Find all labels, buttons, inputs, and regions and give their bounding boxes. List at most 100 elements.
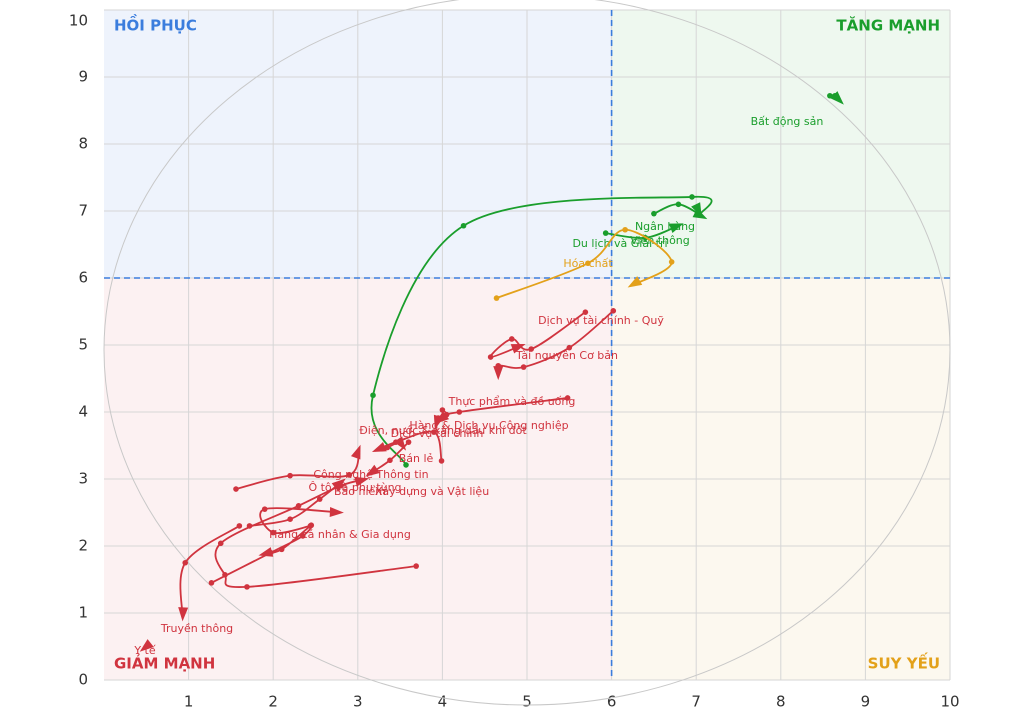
y-tick-label: 9 <box>78 68 88 86</box>
point <box>182 559 189 566</box>
x-tick-label: 5 <box>522 693 532 711</box>
point <box>431 429 437 435</box>
point <box>413 563 419 569</box>
y-tick-label: 8 <box>78 135 88 153</box>
point <box>236 523 243 529</box>
y-tick-label: 7 <box>78 202 88 220</box>
quadrant-label: HỒI PHỤC <box>114 13 197 35</box>
point <box>370 392 376 399</box>
x-tick-label: 2 <box>268 693 278 711</box>
x-tick-label: 1 <box>184 693 194 711</box>
point <box>405 439 412 445</box>
arrowhead <box>354 476 370 487</box>
point <box>668 259 675 265</box>
point <box>244 584 250 590</box>
arrowhead <box>830 91 844 105</box>
y-tick-label: 3 <box>78 470 88 488</box>
point <box>456 409 463 415</box>
quadrant-label: TĂNG MẠNH <box>836 16 940 35</box>
series-label: Dịch vụ tài chính - Quỹ <box>538 314 664 327</box>
series-label: Điện, nước & xăng dầu khí đốt <box>359 424 527 437</box>
point <box>508 336 515 342</box>
series-label: Hóa chất <box>563 257 613 270</box>
point <box>295 503 302 509</box>
point <box>827 92 833 99</box>
series-label: Du lịch và Giải trí <box>572 237 668 250</box>
point <box>675 201 682 208</box>
series-label: Dịch vụ tài chính <box>391 427 484 440</box>
point <box>689 194 695 200</box>
x-tick-label: 4 <box>438 693 448 711</box>
point <box>270 529 277 536</box>
y-tick-label: 1 <box>78 604 88 622</box>
point <box>564 395 571 401</box>
point <box>261 506 268 512</box>
quadrant-label: GIẢM MẠNH <box>114 652 215 673</box>
arrowhead <box>668 223 684 233</box>
point <box>520 364 527 370</box>
point <box>287 516 293 522</box>
reference-ellipse <box>103 0 951 706</box>
point <box>346 472 353 478</box>
point <box>316 496 323 502</box>
point <box>338 482 344 489</box>
x-tick-label: 10 <box>940 693 959 711</box>
series-label: Hàng & Dịch vụ Công nghiệp <box>409 419 568 432</box>
point <box>493 295 500 301</box>
y-tick-label: 2 <box>78 537 88 555</box>
point <box>439 407 446 413</box>
series-label: Bất động sản <box>751 115 824 128</box>
series-label: Thực phẩm và đồ uống <box>448 395 576 408</box>
point <box>582 309 589 315</box>
x-tick-label: 6 <box>607 693 617 711</box>
point <box>384 444 391 451</box>
y-tick-label: 5 <box>78 336 88 354</box>
point <box>403 462 409 468</box>
arrowhead <box>434 411 450 424</box>
point <box>622 226 628 233</box>
series-label: Ô tô và phụ tùng <box>308 481 401 494</box>
series-label: Xây dựng và Vật liệu <box>375 485 489 498</box>
y-tick-label: 4 <box>78 403 88 421</box>
point <box>585 260 591 267</box>
series-label: Truyền thông <box>160 622 233 635</box>
point <box>566 344 573 351</box>
x-tick-label: 9 <box>861 693 871 711</box>
point <box>651 210 657 217</box>
arrowhead <box>350 444 361 460</box>
y-tick-label: 6 <box>78 269 88 287</box>
arrowhead <box>178 607 189 622</box>
x-tick-label: 7 <box>691 693 701 711</box>
arrowhead <box>393 436 407 451</box>
y-tick-label: 0 <box>78 671 88 689</box>
trail <box>259 507 341 535</box>
point <box>300 533 306 539</box>
point <box>438 458 445 464</box>
series-label: Tài nguyên Cơ bản <box>515 349 618 362</box>
series-label: Bán lẻ <box>399 452 434 465</box>
point <box>528 346 535 352</box>
arrowhead <box>139 639 154 652</box>
quadrant-label: SUY YẾU <box>868 652 940 673</box>
point <box>308 522 315 529</box>
arrowhead <box>258 547 274 557</box>
point <box>387 457 393 464</box>
point <box>602 230 609 236</box>
series-label: Bảo hiểm <box>334 485 386 498</box>
point <box>487 354 494 360</box>
point <box>278 546 285 553</box>
point <box>610 308 617 314</box>
trail <box>235 447 361 490</box>
point <box>460 222 467 229</box>
series-label: Công nghệ Thông tin <box>313 468 428 481</box>
point <box>208 580 215 586</box>
y-tick-label: 10 <box>69 12 88 30</box>
arrowhead <box>510 343 526 354</box>
arrowhead <box>371 442 387 453</box>
arrowhead <box>627 276 643 288</box>
arrowhead <box>691 202 702 218</box>
x-tick-label: 8 <box>776 693 786 711</box>
point <box>233 486 239 492</box>
point <box>287 472 293 479</box>
